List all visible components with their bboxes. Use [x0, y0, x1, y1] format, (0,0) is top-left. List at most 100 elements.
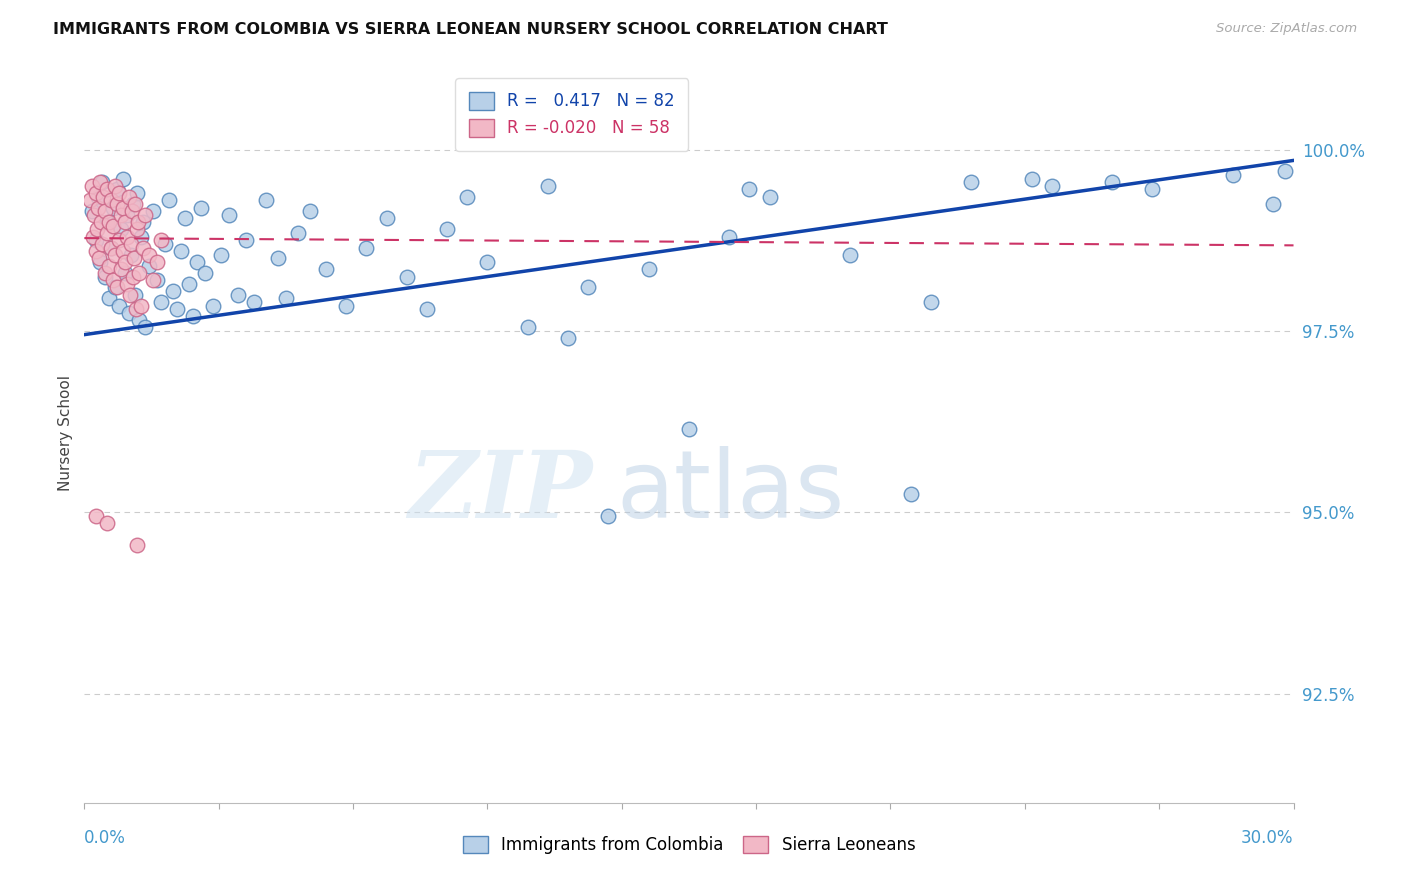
Point [637, 262, 659, 277]
Point [335, 299, 357, 313]
Point [557, 331, 579, 345]
Point [138, 248, 160, 262]
Point [118, 306, 141, 320]
Point [129, 229, 152, 244]
Point [86, 222, 108, 236]
Point [125, 222, 148, 236]
Point [104, 248, 127, 262]
Point [202, 299, 225, 313]
Point [79, 194, 101, 208]
Point [516, 320, 538, 334]
Point [86, 509, 108, 524]
Point [128, 266, 150, 280]
Point [122, 252, 145, 266]
Text: ZIP: ZIP [408, 447, 592, 537]
Point [127, 215, 149, 229]
Point [120, 248, 142, 262]
Text: 0.0%: 0.0% [84, 829, 127, 847]
Point [1274, 164, 1296, 178]
Point [98, 215, 121, 229]
Point [86, 186, 108, 200]
Point [97, 291, 120, 305]
Text: 30.0%: 30.0% [1241, 829, 1294, 847]
Point [107, 280, 129, 294]
Point [678, 422, 700, 436]
Point [142, 204, 165, 219]
Point [96, 182, 118, 196]
Point [254, 194, 277, 208]
Point [115, 277, 138, 291]
Point [110, 262, 132, 277]
Point [128, 313, 150, 327]
Point [134, 208, 156, 222]
Point [124, 287, 146, 301]
Point [107, 299, 129, 313]
Legend: Immigrants from Colombia, Sierra Leoneans: Immigrants from Colombia, Sierra Leonean… [456, 830, 922, 861]
Point [186, 255, 208, 269]
Point [129, 299, 152, 313]
Point [132, 215, 155, 229]
Point [132, 240, 155, 254]
Point [84, 244, 107, 259]
Point [218, 208, 240, 222]
Point [86, 233, 108, 247]
Point [103, 219, 125, 233]
Point [108, 186, 131, 200]
Point [125, 186, 148, 200]
Point [93, 266, 115, 280]
Point [101, 273, 124, 287]
Point [738, 182, 761, 196]
Point [91, 190, 114, 204]
Point [121, 269, 143, 284]
Point [174, 211, 197, 226]
Point [93, 269, 115, 284]
Point [110, 208, 132, 222]
Point [299, 204, 322, 219]
Point [82, 229, 104, 244]
Point [104, 280, 127, 294]
Point [149, 233, 172, 247]
Point [121, 204, 143, 219]
Point [456, 190, 478, 204]
Point [375, 211, 398, 226]
Point [96, 516, 118, 531]
Point [91, 175, 114, 189]
Point [82, 178, 104, 193]
Text: atlas: atlas [616, 446, 845, 538]
Point [115, 208, 138, 222]
Point [162, 284, 184, 298]
Point [89, 255, 111, 269]
Point [90, 215, 112, 229]
Point [120, 236, 142, 251]
Point [181, 310, 204, 324]
Point [166, 302, 188, 317]
Point [82, 204, 104, 219]
Point [149, 295, 172, 310]
Point [718, 229, 741, 244]
Point [395, 269, 418, 284]
Text: Source: ZipAtlas.com: Source: ZipAtlas.com [1216, 22, 1357, 36]
Point [190, 201, 212, 215]
Point [1101, 175, 1123, 189]
Point [121, 197, 143, 211]
Point [111, 244, 134, 259]
Point [94, 204, 117, 219]
Point [110, 222, 132, 236]
Point [900, 487, 922, 501]
Point [839, 248, 862, 262]
Point [226, 287, 249, 301]
Point [758, 190, 780, 204]
Point [209, 248, 232, 262]
Point [960, 175, 983, 189]
Point [1040, 178, 1063, 193]
Point [242, 295, 264, 310]
Point [598, 509, 620, 524]
Point [235, 233, 257, 247]
Point [105, 182, 128, 196]
Point [118, 190, 141, 204]
Point [436, 222, 458, 236]
Point [920, 295, 942, 310]
Point [124, 302, 146, 317]
Y-axis label: Nursery School: Nursery School [58, 375, 73, 491]
Point [179, 277, 201, 291]
